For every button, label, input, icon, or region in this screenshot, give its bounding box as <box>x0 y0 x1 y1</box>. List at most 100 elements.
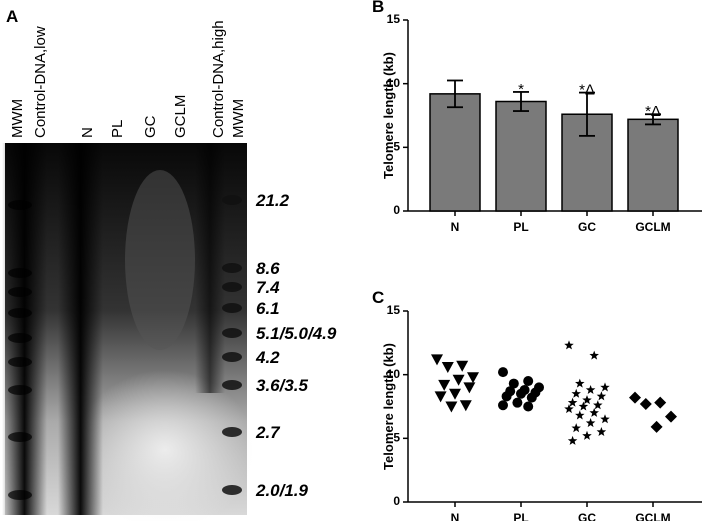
point <box>445 401 458 413</box>
lane-label: GCLM <box>172 95 189 138</box>
panel-label: B <box>372 0 384 16</box>
ladder-band <box>8 268 32 278</box>
y-tick-label: 15 <box>387 303 401 317</box>
point <box>589 350 599 360</box>
y-tick-label: 0 <box>393 494 400 508</box>
point <box>459 400 472 412</box>
y-tick-label: 10 <box>387 76 401 90</box>
ladder-band <box>8 333 32 343</box>
point <box>452 374 465 386</box>
point <box>589 407 599 417</box>
x-tick-label: GC <box>578 220 596 234</box>
point <box>512 397 523 408</box>
lane-label: MWM <box>9 99 26 138</box>
size-marker-label: 21.2 <box>255 191 290 210</box>
point <box>441 362 454 374</box>
point <box>431 354 443 366</box>
point <box>501 391 512 402</box>
point <box>516 388 526 399</box>
x-tick-label: N <box>451 220 460 234</box>
x-tick-label: GCLM <box>635 511 670 521</box>
bar <box>495 100 547 212</box>
point <box>578 401 589 411</box>
size-marker-label: 5.1/5.0/4.9 <box>256 324 337 343</box>
ladder-band <box>222 263 242 273</box>
point <box>600 382 610 392</box>
y-axis-label: Telomere length (kb) <box>381 343 396 470</box>
bar <box>429 93 481 212</box>
y-axis-label: Telomere length (kb) <box>381 52 396 179</box>
point <box>463 382 476 394</box>
ladder-band <box>8 490 32 500</box>
lane-label: Control-DNA,low <box>32 26 49 138</box>
ladder-band <box>8 200 32 210</box>
bar <box>627 118 679 212</box>
ladder-band <box>8 385 32 395</box>
ladder-band <box>222 282 242 292</box>
point <box>654 396 667 409</box>
point <box>567 397 578 407</box>
point <box>526 392 537 403</box>
error-bar <box>513 91 529 112</box>
size-marker-label: 8.6 <box>256 259 280 278</box>
lane-label: PL <box>109 120 126 138</box>
annotation: * <box>518 81 524 98</box>
ladder-band <box>8 308 32 318</box>
ladder-band <box>222 303 242 313</box>
x-tick-label: PL <box>513 511 528 521</box>
point <box>639 397 652 410</box>
y-tick-label: 15 <box>387 12 401 26</box>
point <box>449 388 461 400</box>
size-marker-label: 6.1 <box>256 299 280 318</box>
y-tick-label: 5 <box>393 431 400 445</box>
size-marker-label: 3.6/3.5 <box>256 376 309 395</box>
lane-label: GC <box>142 115 159 138</box>
ladder-band <box>222 195 242 205</box>
lane-label: Control-DNA,high <box>210 20 227 138</box>
annotation: *Δ <box>645 103 661 120</box>
point <box>575 410 585 420</box>
point <box>582 430 592 440</box>
point <box>498 400 508 411</box>
size-marker-label: 2.7 <box>255 423 281 442</box>
y-tick-label: 10 <box>387 367 401 381</box>
point <box>575 378 585 388</box>
point <box>467 372 479 384</box>
gel-image <box>2 143 255 521</box>
error-bar <box>645 113 661 126</box>
size-marker-label: 7.4 <box>256 278 280 297</box>
x-tick-label: GC <box>578 511 596 521</box>
point <box>523 401 534 412</box>
annotation: *Δ <box>579 82 595 99</box>
lane-label: MWM <box>230 99 247 138</box>
y-tick-label: 5 <box>393 140 400 154</box>
point <box>629 391 641 404</box>
point <box>456 360 469 372</box>
point <box>571 388 581 398</box>
ladder-band <box>222 328 242 338</box>
ladder-band <box>222 352 242 362</box>
point <box>600 414 610 424</box>
error-bar <box>579 91 595 137</box>
point <box>665 410 677 423</box>
ladder-band <box>8 432 32 442</box>
point <box>585 384 596 394</box>
ladder-band <box>222 427 242 437</box>
point <box>498 367 508 378</box>
x-tick-label: GCLM <box>635 220 670 234</box>
point <box>564 340 574 350</box>
point <box>508 378 519 389</box>
point <box>434 391 447 403</box>
point <box>567 435 578 445</box>
error-bar <box>447 79 463 109</box>
size-marker-label: 2.0/1.9 <box>255 481 309 500</box>
point <box>523 376 534 387</box>
ladder-band <box>222 485 242 495</box>
ladder-band <box>8 287 32 297</box>
point <box>596 391 607 401</box>
lane-label: N <box>79 127 96 138</box>
point <box>564 404 574 414</box>
point <box>438 379 451 391</box>
ladder-band <box>222 380 242 390</box>
